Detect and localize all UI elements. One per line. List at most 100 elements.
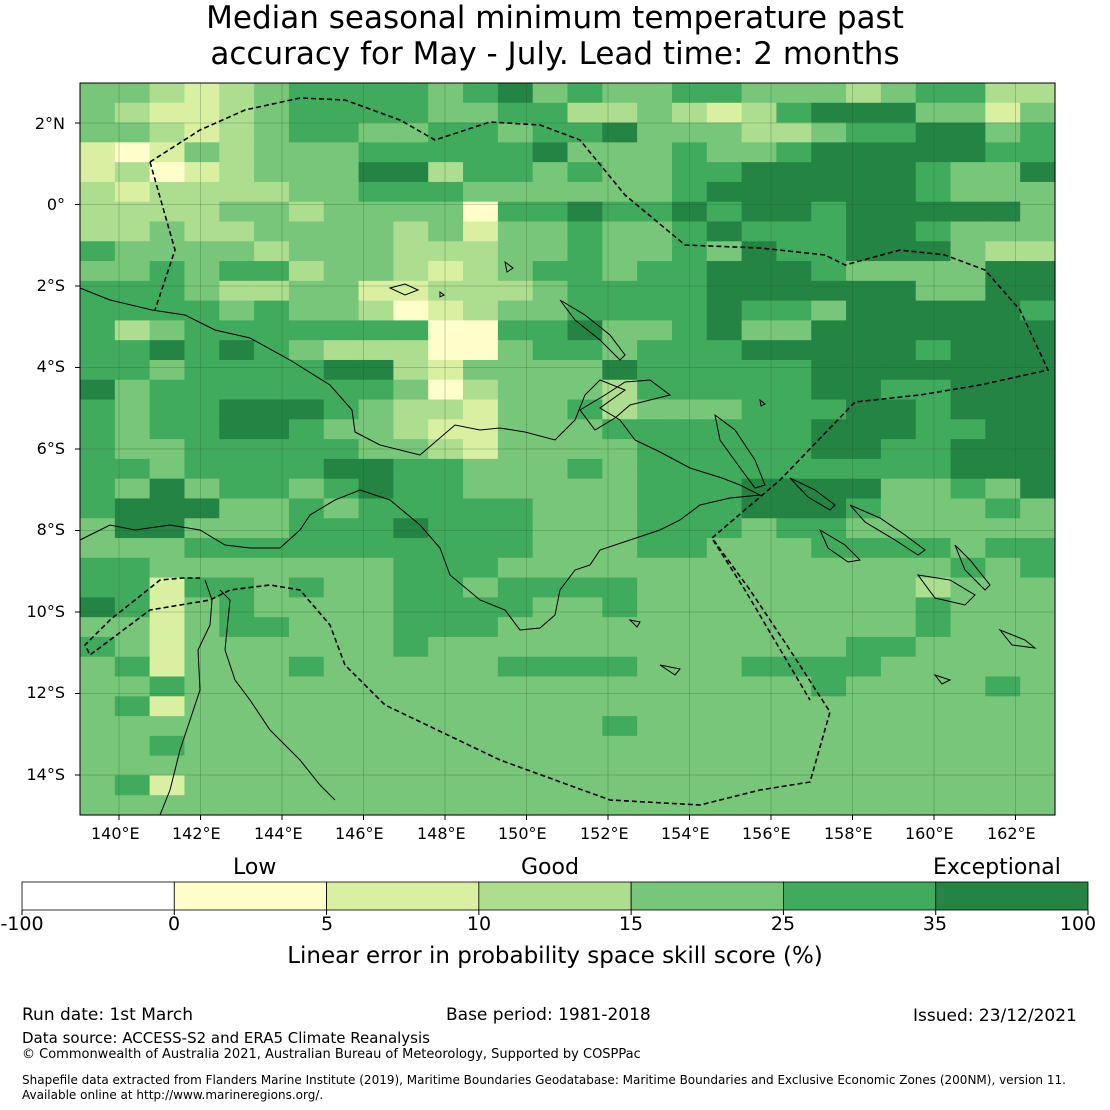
grid-cell bbox=[1020, 676, 1056, 697]
grid-cell bbox=[637, 656, 673, 678]
grid-cell bbox=[149, 241, 186, 262]
grid-cell bbox=[532, 775, 569, 796]
grid-cell bbox=[985, 597, 1021, 618]
grid-cell bbox=[671, 201, 708, 223]
grid-cell bbox=[741, 181, 778, 203]
grid-cell bbox=[463, 775, 499, 796]
grid-cell bbox=[149, 439, 186, 460]
grid-cell bbox=[532, 518, 569, 539]
grid-cell bbox=[880, 478, 917, 500]
grid-cell bbox=[776, 122, 812, 143]
grid-cell bbox=[671, 577, 708, 598]
grid-cell bbox=[288, 716, 325, 737]
grid-cell bbox=[950, 241, 986, 262]
grid-cell bbox=[184, 617, 220, 638]
grid-cell bbox=[219, 518, 255, 539]
grid-cell bbox=[114, 102, 151, 124]
grid-cell bbox=[428, 241, 464, 262]
grid-cell bbox=[532, 221, 569, 242]
grid-cell bbox=[532, 241, 569, 262]
grid-cell bbox=[567, 617, 603, 638]
grid-cell bbox=[219, 439, 255, 460]
grid-cell bbox=[880, 261, 917, 282]
grid-cell bbox=[846, 755, 882, 777]
grid-cell bbox=[254, 399, 290, 420]
grid-cell bbox=[567, 83, 603, 104]
lat-label-2n: 2°N bbox=[34, 114, 65, 133]
grid-cell bbox=[358, 498, 394, 519]
grid-cell bbox=[80, 122, 116, 143]
grid-cell bbox=[184, 379, 220, 401]
grid-cell bbox=[254, 557, 290, 579]
grid-cell bbox=[671, 102, 708, 124]
grid-cell bbox=[463, 162, 499, 183]
grid-cell bbox=[149, 359, 186, 381]
issued-date: Issued: 23/12/2021 bbox=[913, 1006, 1077, 1026]
grid-cell bbox=[706, 716, 743, 737]
grid-cell bbox=[602, 439, 638, 460]
grid-cell bbox=[880, 557, 917, 579]
grid-cell bbox=[497, 162, 534, 183]
grid-cell bbox=[880, 795, 917, 816]
colorbar-tick: 15 bbox=[618, 913, 644, 935]
grid-cell bbox=[846, 656, 882, 678]
lat-label-8s: 8°S bbox=[36, 520, 65, 539]
grid-cell bbox=[219, 83, 255, 104]
grid-cell bbox=[497, 300, 534, 321]
grid-cell bbox=[323, 102, 360, 124]
grid-cell bbox=[532, 439, 569, 460]
grid-cell bbox=[567, 498, 603, 519]
grid-cell bbox=[741, 379, 778, 401]
grid-cell bbox=[184, 775, 220, 796]
grid-cell bbox=[741, 775, 778, 796]
grid-cell bbox=[393, 221, 429, 242]
grid-cell bbox=[393, 656, 429, 678]
grid-cell bbox=[846, 261, 882, 282]
grid-cell bbox=[463, 656, 499, 678]
grid-cell bbox=[323, 735, 360, 757]
grid-cell bbox=[1020, 518, 1056, 539]
grid-cell bbox=[602, 83, 638, 104]
grid-cell bbox=[288, 419, 325, 440]
grid-cell bbox=[288, 458, 325, 480]
grid-cell bbox=[219, 340, 255, 361]
grid-cell bbox=[915, 478, 952, 500]
grid-cell bbox=[671, 241, 708, 262]
grid-cell bbox=[428, 716, 464, 737]
grid-cell bbox=[219, 538, 255, 559]
grid-cell bbox=[950, 340, 986, 361]
grid-cell bbox=[428, 142, 464, 163]
grid-cell bbox=[1020, 102, 1056, 124]
grid-cell bbox=[184, 597, 220, 618]
grid-cell bbox=[706, 340, 743, 361]
grid-cell bbox=[950, 795, 986, 816]
grid-cell bbox=[393, 458, 429, 480]
grid-cell bbox=[323, 696, 360, 717]
grid-cell bbox=[637, 340, 673, 361]
grid-cell bbox=[950, 122, 986, 143]
grid-cell bbox=[323, 142, 360, 163]
grid-cell bbox=[846, 419, 882, 440]
grid-cell bbox=[149, 379, 186, 401]
grid-cell bbox=[114, 280, 151, 302]
grid-cell bbox=[985, 557, 1021, 579]
eez-boundary-png bbox=[84, 97, 1050, 806]
graticule bbox=[75, 83, 1055, 820]
grid-cell bbox=[846, 498, 882, 519]
grid-cell bbox=[80, 300, 116, 321]
grid-cell bbox=[358, 656, 394, 678]
grid-cell bbox=[428, 359, 464, 381]
grid-cell bbox=[184, 399, 220, 420]
grid-cell bbox=[358, 142, 394, 163]
shapefile-credit-1: Shapefile data extracted from Flanders M… bbox=[22, 1073, 1066, 1087]
grid-cell bbox=[950, 300, 986, 321]
grid-cell bbox=[219, 300, 255, 321]
grid-cell bbox=[463, 340, 499, 361]
grid-cell bbox=[567, 557, 603, 579]
grid-cell bbox=[915, 439, 952, 460]
grid-cell bbox=[1020, 83, 1056, 104]
grid-cell bbox=[149, 676, 186, 697]
grid-cell bbox=[323, 320, 360, 341]
grid-cell bbox=[184, 498, 220, 519]
grid-cell bbox=[1020, 181, 1056, 203]
